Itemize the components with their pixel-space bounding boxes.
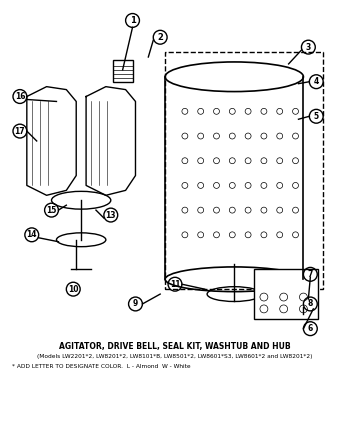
Text: 6: 6 <box>308 324 313 333</box>
Text: * ADD LETTER TO DESIGNATE COLOR.  L - Almond  W - White: * ADD LETTER TO DESIGNATE COLOR. L - Alm… <box>12 364 191 369</box>
Text: 17: 17 <box>15 127 25 136</box>
Text: 15: 15 <box>46 205 57 215</box>
Text: AGITATOR, DRIVE BELL, SEAL KIT, WASHTUB AND HUB: AGITATOR, DRIVE BELL, SEAL KIT, WASHTUB … <box>59 342 291 351</box>
Text: 13: 13 <box>106 211 116 220</box>
FancyBboxPatch shape <box>113 60 133 82</box>
Text: 9: 9 <box>133 300 138 308</box>
Text: 10: 10 <box>68 285 78 293</box>
Text: 14: 14 <box>27 230 37 239</box>
Text: 7: 7 <box>308 270 313 279</box>
Text: 1: 1 <box>130 16 135 25</box>
Text: 3: 3 <box>306 43 311 51</box>
Text: (Models LW2201*2, LW8201*2, LW8101*B, LW8501*2, LW8601*S3, LW8601*2 and LW8201*2: (Models LW2201*2, LW8201*2, LW8101*B, LW… <box>37 354 313 359</box>
Text: 8: 8 <box>308 300 313 308</box>
Text: 4: 4 <box>314 77 319 86</box>
Text: 16: 16 <box>15 92 25 101</box>
Text: 5: 5 <box>314 112 319 121</box>
Text: 11: 11 <box>170 280 180 289</box>
Text: 2: 2 <box>157 33 163 42</box>
FancyBboxPatch shape <box>254 269 318 319</box>
